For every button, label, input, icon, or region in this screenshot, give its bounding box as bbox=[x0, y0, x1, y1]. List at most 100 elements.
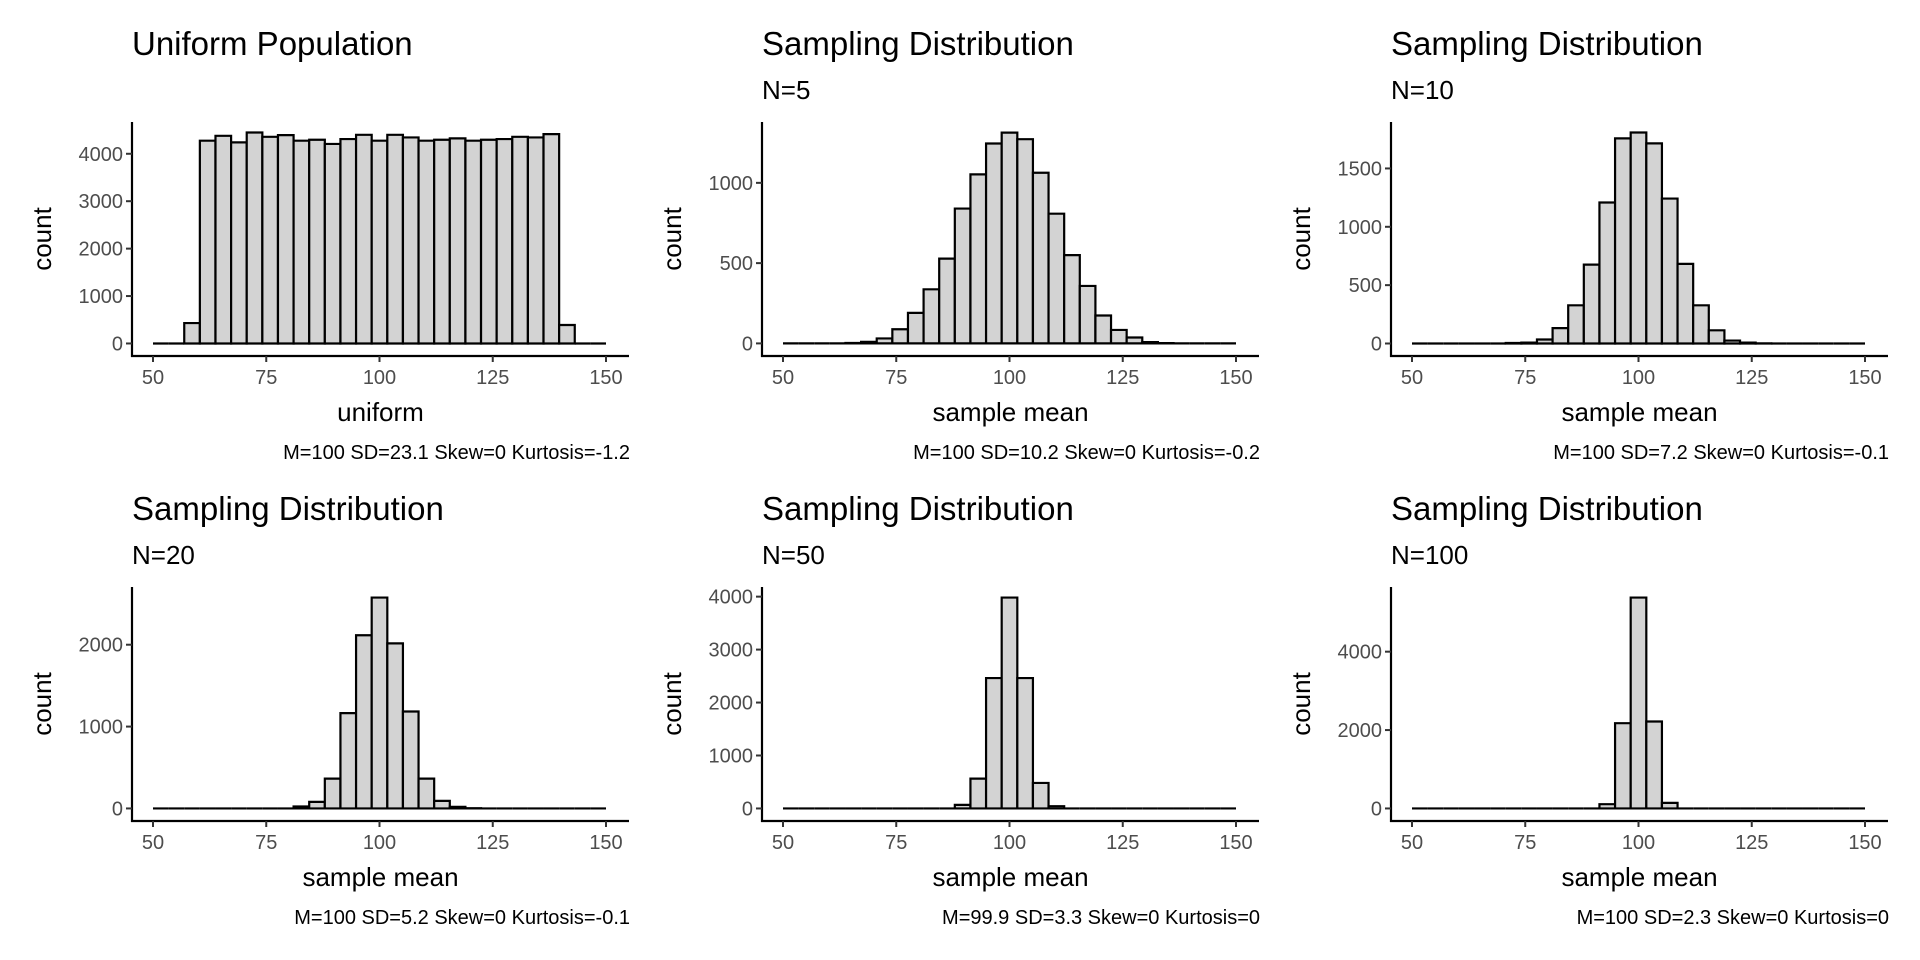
histogram-bar bbox=[292, 139, 311, 345]
histogram-bar bbox=[1520, 341, 1539, 345]
histogram-bar bbox=[1613, 137, 1632, 345]
y-axis-title: count bbox=[657, 206, 687, 270]
histogram-bar bbox=[1660, 801, 1679, 810]
histogram-bar bbox=[1582, 263, 1601, 345]
x-tick-label: 150 bbox=[589, 832, 622, 854]
histogram-bar bbox=[1078, 284, 1097, 345]
histogram-bar bbox=[1047, 805, 1066, 810]
histogram-bar bbox=[891, 328, 910, 345]
y-axis-title: count bbox=[657, 671, 687, 735]
histogram-bar bbox=[1551, 326, 1570, 345]
x-tick-label: 75 bbox=[885, 832, 907, 854]
histogram-panel: Sampling Distribution N=5 0 500 1000 50 75 100 1… bbox=[657, 25, 1260, 464]
x-tick-label: 125 bbox=[1735, 367, 1768, 389]
y-tick-label: 0 bbox=[742, 798, 753, 820]
histogram-bar bbox=[323, 777, 342, 810]
summary-statistics: M=100 SD=7.2 Skew=0 Kurtosis=-0.1 bbox=[1553, 442, 1889, 464]
histogram-bar bbox=[292, 805, 311, 810]
x-tick-label: 75 bbox=[255, 367, 277, 389]
x-tick-label: 125 bbox=[476, 367, 509, 389]
x-tick-label: 50 bbox=[142, 367, 164, 389]
x-axis-title: sample mean bbox=[932, 397, 1088, 427]
x-tick-label: 100 bbox=[1622, 832, 1655, 854]
histogram-bar bbox=[401, 136, 420, 345]
y-tick-label: 0 bbox=[112, 333, 123, 355]
histogram-bar bbox=[1676, 262, 1695, 345]
histogram-bar bbox=[1707, 329, 1726, 345]
histogram-bar bbox=[1109, 328, 1128, 345]
histogram-bar bbox=[495, 137, 514, 345]
histogram-bar bbox=[984, 142, 1003, 345]
y-axis-title: count bbox=[27, 671, 57, 735]
x-tick-label: 150 bbox=[1219, 832, 1252, 854]
histogram-bar bbox=[479, 138, 498, 345]
histogram-bar bbox=[370, 139, 389, 345]
histogram-bar bbox=[245, 131, 264, 345]
histogram-bar bbox=[339, 712, 358, 810]
histogram-bar bbox=[1047, 212, 1066, 345]
x-tick-label: 100 bbox=[363, 832, 396, 854]
y-tick-label: 1000 bbox=[79, 286, 124, 308]
panel-title: Sampling Distribution bbox=[1391, 25, 1703, 62]
histogram-bar bbox=[1598, 803, 1617, 810]
x-tick-label: 150 bbox=[1219, 367, 1252, 389]
histogram-bar bbox=[1141, 341, 1159, 345]
histogram-bar bbox=[511, 135, 529, 345]
histogram-bar bbox=[1567, 304, 1585, 345]
x-tick-label: 75 bbox=[255, 832, 277, 854]
histogram-bar bbox=[542, 133, 561, 345]
y-tick-label: 500 bbox=[720, 253, 753, 275]
histogram-bar bbox=[401, 710, 420, 810]
histogram-bar bbox=[464, 139, 483, 345]
panel-title: Sampling Distribution bbox=[132, 490, 444, 527]
histogram-panel: Sampling Distribution N=20 0 1000 2000 50 75 10… bbox=[27, 490, 630, 929]
histogram-panel: Sampling Distribution N=50 0 1000 2000 3000 40… bbox=[657, 490, 1260, 929]
y-tick-label: 0 bbox=[112, 798, 123, 820]
x-tick-label: 100 bbox=[993, 367, 1026, 389]
y-tick-label: 0 bbox=[1371, 333, 1382, 355]
y-tick-label: 4000 bbox=[79, 144, 124, 166]
histogram-bar bbox=[386, 133, 405, 345]
histogram-panel: Uniform Population 0 1000 2000 3000 4000 50 75 1… bbox=[27, 25, 630, 464]
y-tick-label: 3000 bbox=[79, 191, 124, 213]
histogram-bar bbox=[1094, 314, 1113, 345]
y-tick-label: 1000 bbox=[79, 717, 124, 739]
histogram-bar bbox=[1645, 720, 1664, 810]
histogram-bar bbox=[1016, 676, 1035, 810]
panel-subtitle: N=5 bbox=[762, 75, 810, 105]
y-tick-label: 2000 bbox=[1338, 720, 1383, 742]
x-tick-label: 50 bbox=[772, 832, 794, 854]
histogram-bar bbox=[448, 137, 467, 345]
y-axis-title: count bbox=[27, 206, 57, 270]
y-tick-label: 1000 bbox=[709, 746, 754, 768]
x-tick-label: 50 bbox=[142, 832, 164, 854]
x-axis-title: sample mean bbox=[1561, 862, 1717, 892]
panel-title: Uniform Population bbox=[132, 25, 413, 62]
histogram-bar bbox=[953, 803, 972, 810]
y-tick-label: 3000 bbox=[709, 640, 754, 662]
histogram-bar bbox=[308, 800, 326, 810]
x-tick-label: 50 bbox=[772, 367, 794, 389]
x-tick-label: 150 bbox=[589, 367, 622, 389]
panel-title: Sampling Distribution bbox=[762, 490, 1074, 527]
x-tick-label: 125 bbox=[1106, 367, 1139, 389]
histogram-bar bbox=[433, 799, 451, 810]
histogram-bar bbox=[938, 257, 956, 345]
x-tick-label: 75 bbox=[1514, 367, 1536, 389]
panel-title: Sampling Distribution bbox=[1391, 490, 1703, 527]
histogram-bar bbox=[1031, 171, 1050, 345]
histogram-bar bbox=[448, 805, 467, 810]
x-axis-title: sample mean bbox=[1561, 397, 1717, 427]
histogram-bar bbox=[1000, 131, 1019, 345]
x-tick-label: 125 bbox=[1735, 832, 1768, 854]
panel-subtitle: N=50 bbox=[762, 540, 825, 570]
histogram-bar bbox=[370, 596, 389, 810]
histogram-bar bbox=[1535, 338, 1554, 345]
panel-subtitle: N=10 bbox=[1391, 75, 1454, 105]
panel-title: Sampling Distribution bbox=[762, 25, 1074, 62]
histogram-bar bbox=[969, 173, 988, 345]
histogram-bar bbox=[323, 142, 342, 345]
y-tick-label: 0 bbox=[742, 333, 753, 355]
y-tick-label: 4000 bbox=[709, 587, 754, 609]
